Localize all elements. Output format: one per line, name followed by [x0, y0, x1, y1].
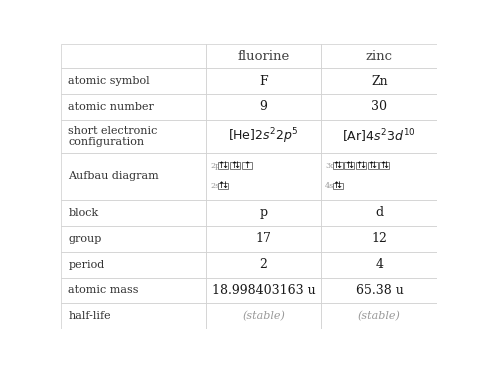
Text: p: p [260, 206, 268, 219]
Text: 65.38 u: 65.38 u [356, 284, 403, 297]
Text: atomic mass: atomic mass [68, 285, 139, 296]
Bar [230, 162, 240, 169]
Text: half-life: half-life [68, 311, 111, 322]
Text: ↓: ↓ [336, 161, 343, 170]
Text: 18.998403163 u: 18.998403163 u [212, 284, 315, 297]
Bar [321, 278, 437, 303]
Text: 2p: 2p [210, 162, 221, 170]
Bar [367, 162, 378, 169]
Text: atomic symbol: atomic symbol [68, 76, 150, 86]
Text: ↓: ↓ [336, 181, 343, 190]
Text: ↓: ↓ [359, 161, 366, 170]
Bar [206, 200, 321, 226]
Bar [321, 226, 437, 252]
Bar [61, 252, 206, 278]
Bar [321, 44, 437, 68]
Text: $\mathrm{[Ar]4}s^23d^{10}$: $\mathrm{[Ar]4}s^23d^{10}$ [343, 128, 417, 145]
Text: ↑: ↑ [356, 161, 363, 170]
Text: 9: 9 [260, 100, 267, 114]
Bar [61, 226, 206, 252]
Bar [206, 226, 321, 252]
Text: 4s: 4s [325, 182, 334, 190]
Text: ↓: ↓ [347, 161, 355, 170]
Text: d: d [375, 206, 383, 219]
Text: ↓: ↓ [221, 181, 228, 190]
Text: group: group [68, 233, 102, 244]
Text: ↑: ↑ [332, 161, 340, 170]
Bar [61, 44, 206, 68]
Text: ↓: ↓ [233, 161, 241, 170]
Bar [356, 162, 366, 169]
Text: 3d: 3d [325, 162, 335, 170]
Bar [218, 162, 228, 169]
Text: ↑: ↑ [344, 161, 351, 170]
Bar [321, 68, 437, 94]
Text: F: F [259, 74, 268, 88]
Bar [321, 303, 437, 329]
Bar [206, 120, 321, 153]
Bar [379, 162, 389, 169]
Bar [321, 94, 437, 120]
Text: 12: 12 [371, 232, 387, 245]
Text: (stable): (stable) [242, 311, 285, 322]
Bar [242, 162, 252, 169]
Text: $\mathrm{[He]2}s^22p^5$: $\mathrm{[He]2}s^22p^5$ [228, 127, 299, 146]
Bar [344, 162, 354, 169]
Text: ↑: ↑ [379, 161, 386, 170]
Text: 2: 2 [260, 258, 267, 271]
Bar [206, 153, 321, 200]
Bar [321, 200, 437, 226]
Text: 4: 4 [375, 258, 383, 271]
Text: (stable): (stable) [358, 311, 401, 322]
Text: ↑: ↑ [243, 161, 251, 170]
Bar [206, 44, 321, 68]
Bar [61, 303, 206, 329]
Bar [218, 182, 228, 189]
Text: 17: 17 [256, 232, 272, 245]
Bar [332, 182, 343, 189]
Text: zinc: zinc [366, 50, 393, 63]
Text: short electronic
configuration: short electronic configuration [68, 126, 157, 147]
Text: ↓: ↓ [382, 161, 390, 170]
Bar [321, 153, 437, 200]
Bar [61, 94, 206, 120]
Text: fluorine: fluorine [238, 50, 290, 63]
Text: Aufbau diagram: Aufbau diagram [68, 171, 159, 181]
Bar [206, 94, 321, 120]
Bar [206, 252, 321, 278]
Text: period: period [68, 259, 104, 270]
Bar [321, 252, 437, 278]
Bar [332, 162, 343, 169]
Text: ↓: ↓ [371, 161, 378, 170]
Text: Zn: Zn [371, 74, 388, 88]
Text: ↓: ↓ [221, 161, 228, 170]
Text: ↑: ↑ [218, 161, 225, 170]
Bar [61, 200, 206, 226]
Text: atomic number: atomic number [68, 102, 154, 112]
Bar [61, 68, 206, 94]
Text: block: block [68, 208, 99, 218]
Text: ↑: ↑ [332, 181, 340, 190]
Bar [61, 120, 206, 153]
Text: ↑: ↑ [230, 161, 237, 170]
Bar [206, 68, 321, 94]
Bar [206, 303, 321, 329]
Bar [61, 278, 206, 303]
Text: 30: 30 [371, 100, 387, 114]
Bar [61, 153, 206, 200]
Bar [321, 120, 437, 153]
Text: ↑: ↑ [218, 181, 225, 190]
Bar [206, 278, 321, 303]
Text: 2s: 2s [210, 182, 220, 190]
Text: ↑: ↑ [367, 161, 375, 170]
